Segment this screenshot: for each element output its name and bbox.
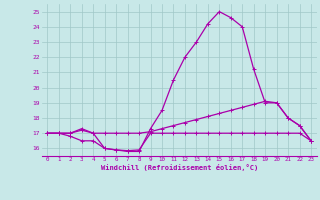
X-axis label: Windchill (Refroidissement éolien,°C): Windchill (Refroidissement éolien,°C) (100, 164, 258, 171)
